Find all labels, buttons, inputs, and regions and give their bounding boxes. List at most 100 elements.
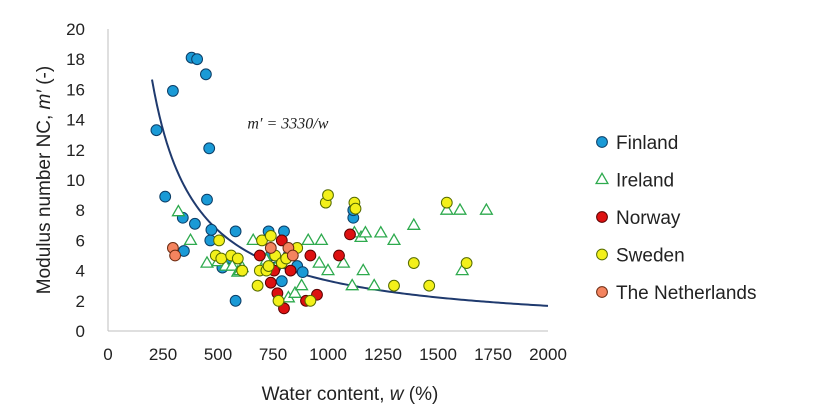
sweden-point	[236, 264, 249, 277]
ireland-point	[199, 255, 215, 268]
y-tick-label: 6	[76, 231, 85, 250]
x-tick-label: 1250	[364, 345, 402, 364]
y-tick-label: 12	[66, 141, 85, 160]
ireland-point	[246, 232, 261, 246]
norway-point	[284, 264, 297, 277]
ireland-point	[225, 258, 240, 271]
x-axis-title-prefix: Water content,	[262, 384, 390, 405]
finland-point	[150, 124, 163, 137]
finland-point	[229, 225, 242, 238]
finland-point	[296, 266, 309, 279]
ireland-point	[452, 202, 468, 215]
sweden-point	[423, 279, 436, 292]
x-tick-label: 1500	[419, 345, 457, 364]
y-tick-label: 10	[66, 171, 85, 190]
axes	[107, 29, 548, 332]
x-tick-label: 500	[204, 345, 232, 364]
norway-point	[264, 276, 277, 289]
y-tick-label: 20	[66, 20, 85, 39]
sweden-point	[231, 252, 244, 265]
legend-label-the-netherlands: The Netherlands	[616, 283, 756, 304]
ireland-point	[386, 232, 402, 246]
y-axis-title-prefix: Modulus number NC,	[34, 109, 55, 294]
series-ireland	[171, 202, 494, 303]
fit-equation-annotation: m′ = 3330/w	[247, 116, 328, 133]
ireland-point	[171, 204, 186, 217]
y-tick-labels: 0 2 4 6 8 10 12 14 16 18 20	[66, 20, 85, 341]
x-axis-title: Water content, w (%)	[262, 384, 439, 405]
ireland-point	[312, 255, 327, 268]
ireland-point	[345, 278, 360, 291]
legend-label-ireland: Ireland	[616, 171, 674, 192]
norway-point	[275, 234, 288, 247]
finland-point	[159, 190, 172, 203]
x-tick-label: 2000	[529, 345, 567, 364]
data-points	[150, 51, 494, 315]
y-tick-label: 8	[76, 201, 85, 220]
y-tick-label: 16	[66, 80, 85, 99]
y-tick-label: 14	[66, 111, 85, 130]
sweden-point	[251, 279, 264, 292]
norway-point	[304, 249, 317, 262]
sweden-point	[215, 252, 228, 265]
x-tick-labels: 0 250 500 750 1000 1250 1500 1750 2000	[103, 345, 567, 364]
y-axis-title: Modulus number NC, m′ (-)	[34, 66, 55, 294]
series-the-netherlands	[167, 242, 299, 262]
sweden-point	[460, 257, 473, 269]
legend-marker-sweden	[596, 248, 608, 261]
ireland-point	[479, 202, 494, 215]
the-netherlands-point	[264, 242, 277, 254]
sweden-point	[304, 294, 317, 307]
sweden-point	[264, 229, 277, 242]
x-tick-label: 1000	[309, 345, 347, 364]
ireland-point	[314, 232, 329, 246]
y-tick-label: 4	[76, 262, 85, 281]
y-axis-title-unit: (-)	[34, 66, 55, 90]
ireland-point	[455, 263, 470, 276]
legend-marker-the-netherlands	[596, 286, 608, 298]
ireland-point	[287, 285, 303, 298]
ireland-point	[320, 263, 336, 276]
norway-point	[333, 249, 345, 262]
ireland-point	[373, 225, 388, 238]
y-tick-label: 0	[76, 322, 85, 341]
x-axis-title-symbol: w	[390, 384, 405, 405]
legend-marker-finland	[596, 136, 608, 148]
y-tick-label: 2	[76, 292, 85, 311]
finland-point	[191, 53, 204, 66]
finland-point	[201, 193, 213, 206]
finland-point	[200, 68, 212, 81]
y-tick-label: 18	[66, 50, 85, 69]
finland-point	[275, 275, 288, 288]
legend: Finland Ireland Norway Sweden The Netherland…	[594, 133, 756, 304]
sweden-point	[388, 279, 400, 292]
finland-point	[203, 142, 216, 155]
series-sweden	[209, 189, 473, 307]
ireland-point	[294, 278, 309, 291]
legend-marker-ireland	[594, 172, 610, 185]
norway-point	[344, 228, 356, 241]
legend-label-sweden: Sweden	[616, 246, 685, 267]
finland-point	[205, 223, 218, 236]
ireland-point	[356, 263, 371, 276]
ireland-point	[358, 225, 373, 238]
x-tick-label: 0	[103, 345, 112, 364]
ireland-point	[183, 232, 198, 246]
sweden-point	[349, 202, 362, 215]
sweden-point	[213, 234, 226, 247]
x-tick-label: 750	[259, 345, 287, 364]
ireland-point	[406, 217, 421, 230]
sweden-point	[407, 257, 420, 269]
ireland-point	[336, 255, 351, 268]
finland-point	[229, 294, 242, 307]
ireland-point	[367, 278, 382, 291]
the-netherlands-point	[169, 249, 182, 262]
fit-curve	[151, 79, 549, 307]
finland-point	[189, 217, 201, 230]
ireland-point	[301, 232, 316, 246]
sweden-point	[440, 196, 453, 209]
sweden-point	[322, 189, 334, 202]
x-axis-title-unit: (%)	[404, 384, 439, 405]
legend-label-finland: Finland	[616, 133, 678, 154]
y-axis-title-symbol: m′	[34, 89, 55, 110]
